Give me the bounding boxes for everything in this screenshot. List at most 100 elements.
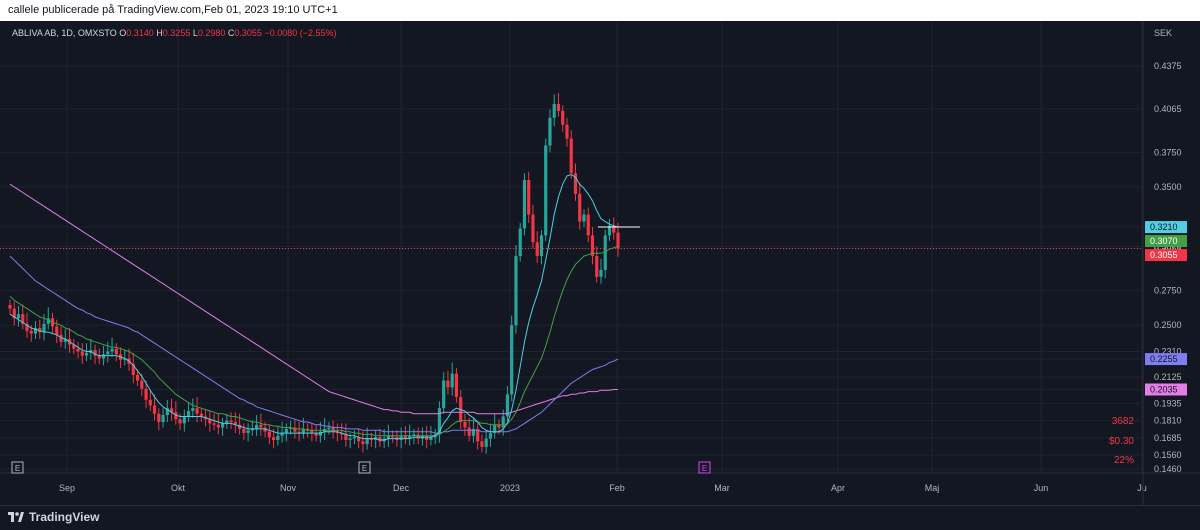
event-marker-label: E xyxy=(702,464,707,473)
candle-body xyxy=(33,327,38,334)
candle-body xyxy=(493,424,497,434)
price-label-text: 0.2035 xyxy=(1150,385,1178,395)
candle-body xyxy=(548,117,552,146)
candle-body xyxy=(556,104,561,111)
candle-body xyxy=(297,431,301,434)
candle-body xyxy=(578,193,582,222)
candle-body xyxy=(340,433,344,435)
x-tick-label: Mar xyxy=(714,483,730,493)
candle-body xyxy=(446,380,450,388)
candle-body xyxy=(352,437,356,439)
footer-bar: TradingView xyxy=(0,505,1200,530)
y-tick-label: 0.2310 xyxy=(1154,346,1182,356)
candle-body xyxy=(586,214,590,236)
candle-body xyxy=(242,428,246,434)
candle-body xyxy=(152,405,157,414)
candle-body xyxy=(306,428,310,431)
candle-body xyxy=(280,433,284,436)
candle-body xyxy=(612,225,616,233)
candle-body xyxy=(8,305,12,309)
ma-cyan-line xyxy=(9,173,619,441)
event-marker-label: E xyxy=(15,464,20,473)
candle-body xyxy=(208,419,212,424)
candle-body xyxy=(199,413,203,417)
candle-body xyxy=(344,434,348,440)
candle-body xyxy=(361,441,365,445)
open-value: 0.3140 xyxy=(126,28,154,38)
y-tick-label: 0.1460 xyxy=(1154,464,1182,474)
candle-body xyxy=(348,438,352,440)
price-chart[interactable]: Sep Okt Nov Dec 2023 Feb Mar Apr Maj Jun Ju 0.4375 0… xyxy=(0,21,1200,505)
dollar-stat: $0.30 xyxy=(1108,436,1134,447)
ma-pink-line xyxy=(9,183,618,415)
candle-body xyxy=(212,423,216,425)
x-tick-label: 2023 xyxy=(500,483,520,493)
brand-label: TradingView xyxy=(29,510,100,524)
candle-body xyxy=(544,145,548,236)
candle-body xyxy=(357,437,361,442)
price-label-box xyxy=(1145,383,1187,396)
open-label: O xyxy=(119,28,127,38)
candle-body xyxy=(539,235,544,257)
candle-body xyxy=(42,323,46,333)
candle-body xyxy=(72,344,76,349)
candle-body xyxy=(314,433,318,436)
candle-body xyxy=(408,435,412,439)
candle-body xyxy=(565,124,569,139)
y-tick-label: 0.1810 xyxy=(1154,416,1182,426)
candle-body xyxy=(518,228,522,257)
candle-body xyxy=(331,427,335,432)
candle-body xyxy=(531,214,535,243)
x-tick-label: Apr xyxy=(831,483,845,493)
ma-green-line xyxy=(9,245,619,437)
candle-body xyxy=(552,104,556,118)
publish-text: callele publicerade på TradingView.com,F… xyxy=(8,4,338,16)
event-marker-label: E xyxy=(362,464,367,473)
candle-body xyxy=(463,421,467,428)
candle-body xyxy=(250,428,254,431)
candle-body xyxy=(93,350,97,356)
candle-body xyxy=(429,437,433,440)
symbol-label: ABLIVA AB, 1D, OMXSTO xyxy=(12,28,117,38)
publish-header: callele publicerade på TradingView.com,F… xyxy=(0,0,1200,21)
price-label-text: 0.2255 xyxy=(1150,354,1178,364)
candle-body xyxy=(476,428,480,442)
y-tick-label: 0.2750 xyxy=(1154,286,1182,296)
tradingview-logo-icon xyxy=(8,512,24,522)
candle-body xyxy=(216,424,220,428)
candle-body xyxy=(582,214,586,222)
candle-body xyxy=(590,235,595,257)
x-tick-label: Jun xyxy=(1034,483,1049,493)
candle-body xyxy=(246,430,250,434)
candle-body xyxy=(497,424,501,428)
candle-body xyxy=(97,355,101,359)
low-label: L xyxy=(192,28,198,38)
candle-body xyxy=(165,408,169,416)
candle-body xyxy=(289,427,293,429)
candle-body xyxy=(195,408,199,414)
candle-body xyxy=(144,388,148,400)
tradingview-logo[interactable]: TradingView xyxy=(8,510,99,524)
candle-body xyxy=(101,354,106,359)
x-tick-label: Ju xyxy=(1137,483,1147,493)
candle-body xyxy=(12,308,16,319)
candle-body xyxy=(399,435,403,440)
candle-body xyxy=(535,242,539,257)
candle-body xyxy=(148,399,152,406)
price-label-box xyxy=(1145,249,1187,262)
y-tick-label: 0.1935 xyxy=(1154,398,1182,408)
candle-body xyxy=(29,330,33,334)
candle-body xyxy=(369,438,373,440)
candle-body xyxy=(131,363,135,375)
candle-body xyxy=(454,373,459,398)
candle-body xyxy=(140,380,144,389)
candle-body xyxy=(25,323,29,331)
candle-body xyxy=(573,173,578,194)
price-label-box xyxy=(1145,235,1187,248)
candle-body xyxy=(38,327,42,333)
candle-body xyxy=(522,180,527,229)
candle-body xyxy=(569,138,573,174)
candle-body xyxy=(378,437,382,442)
volume-stat: 3682 xyxy=(1111,416,1134,427)
y-tick-label: 0.2500 xyxy=(1154,320,1182,330)
